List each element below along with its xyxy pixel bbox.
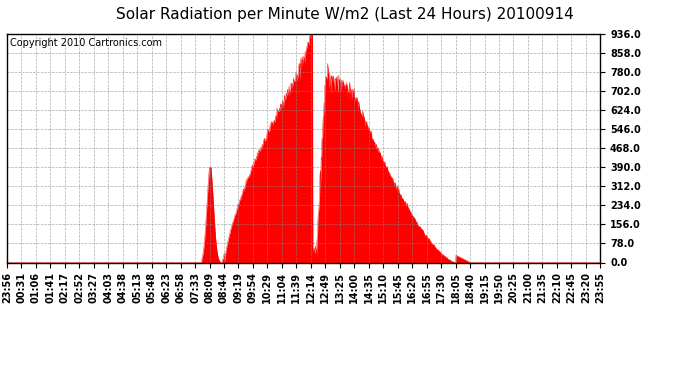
Text: Solar Radiation per Minute W/m2 (Last 24 Hours) 20100914: Solar Radiation per Minute W/m2 (Last 24… bbox=[116, 8, 574, 22]
Text: Copyright 2010 Cartronics.com: Copyright 2010 Cartronics.com bbox=[10, 38, 162, 48]
